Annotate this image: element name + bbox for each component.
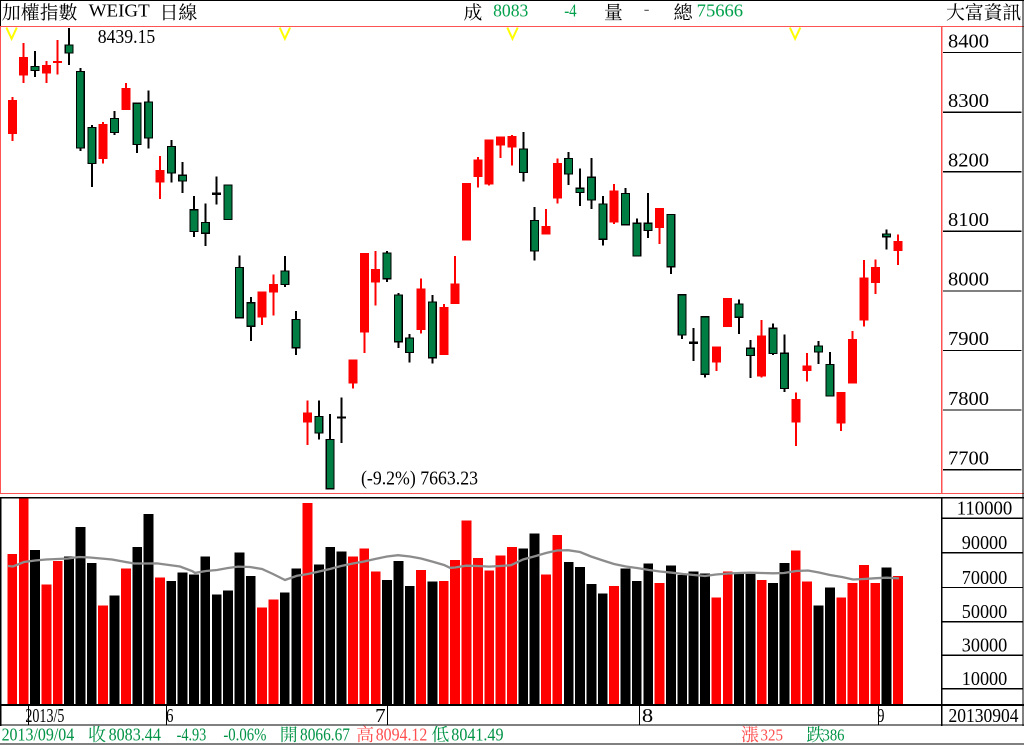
svg-text:8: 8 (642, 705, 653, 727)
svg-text:9: 9 (877, 705, 884, 727)
svg-text:50000: 50000 (962, 601, 1008, 623)
svg-text:-0.06%: -0.06% (223, 725, 266, 745)
svg-text:70000: 70000 (962, 567, 1008, 589)
svg-text:8066.67: 8066.67 (300, 725, 350, 745)
svg-text:8041.49: 8041.49 (451, 725, 503, 745)
svg-text:8083.44: 8083.44 (109, 725, 162, 745)
svg-text:-: - (644, 0, 650, 19)
svg-text:386: 386 (823, 726, 845, 745)
svg-text:8000: 8000 (948, 269, 989, 291)
svg-text:8100: 8100 (948, 209, 989, 231)
svg-text:30000: 30000 (962, 635, 1008, 657)
svg-text:20130904: 20130904 (949, 705, 1019, 727)
svg-text:110000: 110000 (957, 498, 1013, 520)
svg-text:-4: -4 (564, 0, 577, 20)
svg-text:-4.93: -4.93 (177, 725, 207, 745)
svg-text:8083: 8083 (493, 0, 528, 20)
svg-text:10000: 10000 (962, 668, 1008, 690)
svg-text:325: 325 (761, 726, 784, 745)
svg-text:(-9.2%) 7663.23: (-9.2%) 7663.23 (361, 467, 478, 489)
svg-text:2013/5: 2013/5 (25, 705, 64, 727)
svg-text:7900: 7900 (948, 328, 989, 350)
svg-text:8400: 8400 (948, 30, 989, 52)
svg-text:75666: 75666 (697, 1, 743, 21)
svg-text:6: 6 (166, 705, 174, 727)
svg-text:7800: 7800 (948, 388, 989, 410)
svg-text:90000: 90000 (962, 532, 1008, 554)
svg-text:7700: 7700 (948, 448, 989, 470)
svg-text:8094.12: 8094.12 (376, 725, 428, 745)
svg-text:8200: 8200 (948, 150, 989, 172)
svg-text:2013/09/04: 2013/09/04 (2, 725, 75, 745)
svg-text:7: 7 (375, 705, 386, 727)
svg-text:8439.15: 8439.15 (98, 26, 156, 48)
svg-text:8300: 8300 (948, 90, 989, 112)
svg-text:WEIGT: WEIGT (89, 1, 150, 21)
